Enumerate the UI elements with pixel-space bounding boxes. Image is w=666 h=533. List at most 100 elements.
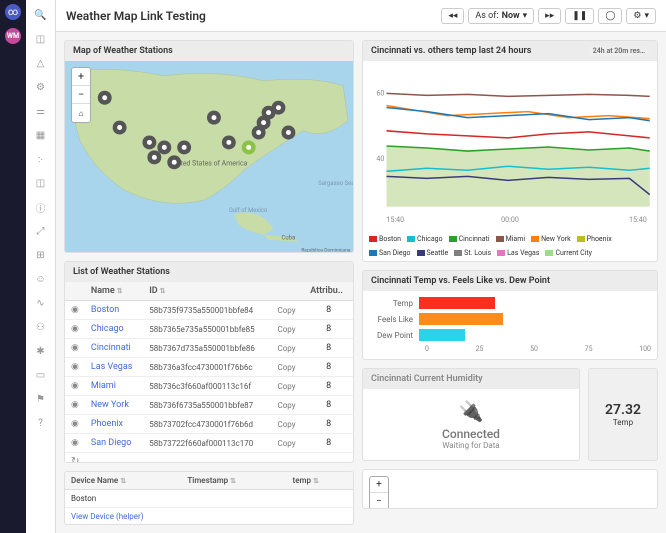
doc-icon[interactable]: ◫ [34, 176, 48, 190]
stations-title: List of Weather Stations [73, 267, 170, 277]
graph-icon[interactable]: ✱ [34, 344, 48, 358]
table-row[interactable]: ◉New York58b736f6735a550001bbfe87Copy8 [65, 396, 353, 415]
station-link[interactable]: San Diego [91, 438, 132, 448]
page-title: Weather Map Link Testing [66, 9, 206, 23]
legend-item[interactable]: Las Vegas [497, 249, 539, 257]
metrics-panel: Cincinnati Temp vs. Feels Like vs. Dew P… [362, 270, 658, 360]
refresh-button[interactable]: ◯ [598, 8, 622, 24]
legend-item[interactable]: San Diego [369, 249, 411, 257]
legend-item[interactable]: Chicago [407, 235, 443, 243]
svg-text:República Dominicana: República Dominicana [301, 248, 350, 254]
humidity-panel: Cincinnati Current Humidity 🔌 Connected … [362, 368, 580, 461]
legend-item[interactable]: Phoenix [577, 235, 612, 243]
table-row[interactable]: ◉Miami58b736c3f660af000113c16fCopy8 [65, 377, 353, 396]
chart-icon[interactable]: ⤢ [34, 224, 48, 238]
tool-rail: 🔍 ◫ △ ⚙ ⚌ ▦ ჻ ◫ ⓘ ⤢ ⊞ ☺ ∿ ⚇ ✱ ▭ ⚑ ? [26, 0, 56, 533]
humidity-title: Cincinnati Current Humidity [371, 374, 483, 384]
mini-zoom-in[interactable]: + [370, 477, 388, 493]
map-title: Map of Weather Stations [73, 46, 173, 56]
svg-text:Cuba: Cuba [281, 235, 295, 242]
tree-icon[interactable]: ⊞ [34, 248, 48, 262]
temp-value: 27.32 [605, 402, 641, 418]
legend-item[interactable]: New York [531, 235, 571, 243]
sliders-icon[interactable]: ⚌ [34, 104, 48, 118]
station-link[interactable]: Phoenix [91, 419, 123, 429]
legend-item[interactable]: St. Louis [454, 249, 491, 257]
legend-item[interactable]: Seattle [417, 249, 449, 257]
help-icon[interactable]: ? [34, 416, 48, 430]
table-row[interactable]: ◉Boston58b735f9735a550001bbfe84Copy8 [65, 301, 353, 320]
warning-icon[interactable]: △ [34, 56, 48, 70]
map-canvas[interactable]: United States of America Sargasso Sea Gu… [65, 61, 353, 253]
legend-item[interactable]: Boston [369, 235, 401, 243]
svg-text:60: 60 [376, 88, 384, 97]
line-chart[interactable]: 60 4015:40 00:00 15:40 [367, 65, 653, 227]
map-zoom: + − ⌂ [71, 67, 91, 123]
mini-map-panel: + − [362, 469, 658, 509]
stations-table: Name⇅ID⇅Attribu.. ◉Boston58b735f9735a550… [65, 282, 353, 453]
metric-row: Temp [369, 297, 651, 309]
metrics-title: Cincinnati Temp vs. Feels Like vs. Dew P… [371, 276, 550, 286]
connection-status: Connected [442, 427, 500, 441]
svg-text:15:40: 15:40 [386, 215, 404, 224]
workspace-icon[interactable]: WM [5, 28, 21, 44]
station-link[interactable]: Miami [91, 381, 116, 391]
table-row[interactable]: ◉Las Vegas58b736a3fcc4730001f76b6cCopy8 [65, 358, 353, 377]
device-name: Boston [65, 490, 181, 508]
rewind-button[interactable]: ◂◂ [441, 8, 464, 24]
map-panel: Map of Weather Stations United States of… [64, 40, 354, 253]
chart-legend: Boston Chicago Cincinnati Miami New York Phoe… [363, 231, 657, 261]
plug-icon: 🔌 [459, 399, 484, 423]
people-icon[interactable]: ⚇ [34, 320, 48, 334]
chart-panel: Cincinnati vs. others temp last 24 hours… [362, 40, 658, 262]
nav-rail: ∞ WM [0, 0, 26, 533]
table-row[interactable]: ◉Phoenix58b73702fcc4730001f76b6dCopy8 [65, 415, 353, 434]
svg-text:40: 40 [376, 154, 384, 163]
connection-sub: Waiting for Data [442, 441, 499, 450]
forward-button[interactable]: ▸▸ [538, 8, 561, 24]
table-row[interactable]: ◉Cincinnati58b7367d735a550001bbfe86Copy8 [65, 339, 353, 358]
svg-text:Sargasso Sea: Sargasso Sea [318, 180, 353, 187]
resolution-badge: 24h at 20m res… [589, 46, 649, 56]
legend-item[interactable]: Current City [545, 249, 592, 257]
zoom-in-button[interactable]: + [72, 68, 90, 86]
svg-text:Gulf of Mexico: Gulf of Mexico [229, 207, 268, 214]
flag-icon[interactable]: ⚑ [34, 392, 48, 406]
search-icon[interactable]: 🔍 [34, 8, 48, 22]
station-link[interactable]: Las Vegas [91, 362, 133, 372]
folder-icon[interactable]: ▭ [34, 368, 48, 382]
table-row[interactable]: ◉San Diego58b73722f660af000113c170Copy8 [65, 434, 353, 453]
temp-label: Temp [613, 418, 633, 427]
legend-item[interactable]: Cincinnati [449, 235, 490, 243]
station-link[interactable]: Cincinnati [91, 343, 131, 353]
asof-selector[interactable]: As of: Now ▾ [468, 8, 534, 24]
station-link[interactable]: New York [91, 400, 129, 410]
svg-text:15:40: 15:40 [629, 215, 647, 224]
grid-icon[interactable]: ▦ [34, 128, 48, 142]
view-device-link[interactable]: View Device (helper) [71, 512, 144, 521]
header: Weather Map Link Testing ◂◂ As of: Now ▾… [56, 0, 666, 32]
zoom-home-button[interactable]: ⌂ [72, 104, 90, 122]
nodes-icon[interactable]: ჻ [34, 152, 48, 166]
mini-zoom-out[interactable]: − [370, 493, 388, 509]
table-row[interactable]: ◉Chicago58b7365e735a550001bbfe85Copy8 [65, 320, 353, 339]
station-link[interactable]: Chicago [91, 324, 124, 334]
info-icon[interactable]: ⓘ [34, 200, 48, 214]
chart-title: Cincinnati vs. others temp last 24 hours [371, 46, 531, 56]
temp-box: 27.32 Temp [588, 368, 658, 461]
logo-icon[interactable]: ∞ [5, 4, 21, 20]
cube-icon[interactable]: ◫ [34, 32, 48, 46]
zoom-out-button[interactable]: − [72, 86, 90, 104]
svg-text:United States of America: United States of America [171, 159, 248, 167]
gear-icon[interactable]: ⚙ [34, 80, 48, 94]
pause-button[interactable]: ❚❚ [565, 8, 594, 24]
legend-item[interactable]: Miami [496, 235, 525, 243]
device-panel: Device Name⇅Timestamp⇅temp⇅ Boston View … [64, 471, 354, 525]
stations-panel: List of Weather Stations Name⇅ID⇅Attribu… [64, 261, 354, 463]
settings-button[interactable]: ⚙ ▾ [626, 8, 656, 24]
user-icon[interactable]: ☺ [34, 272, 48, 286]
metric-row: Dew Point [369, 329, 651, 341]
metric-row: Feels Like [369, 313, 651, 325]
station-link[interactable]: Boston [91, 305, 119, 315]
wave-icon[interactable]: ∿ [34, 296, 48, 310]
